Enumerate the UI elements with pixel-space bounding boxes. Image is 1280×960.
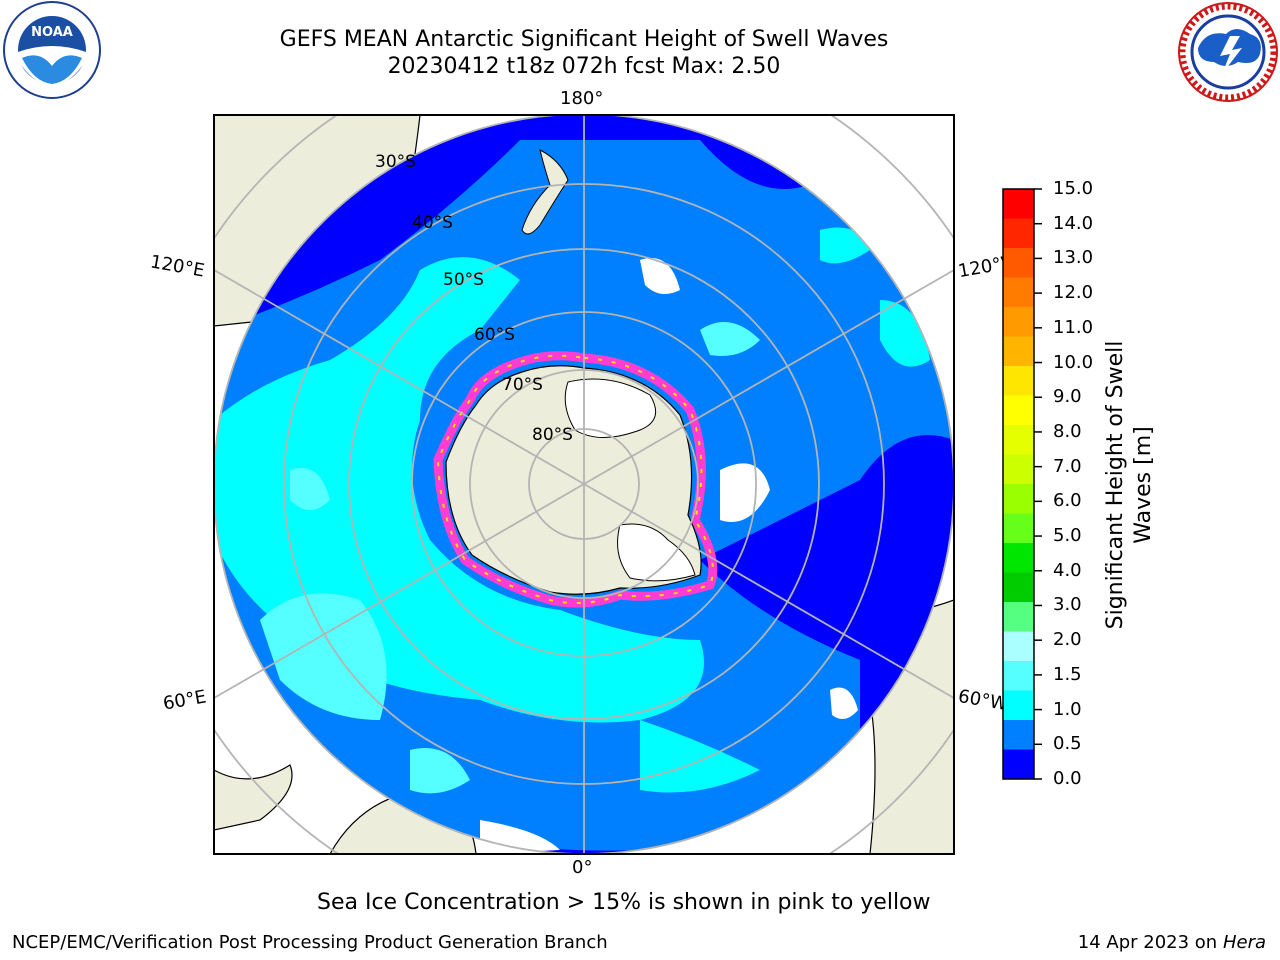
- colorbar-tick-label: 5.0: [1053, 525, 1082, 547]
- colorbar-segment: [1003, 484, 1034, 514]
- sea-ice-note: Sea Ice Concentration > 15% is shown in …: [317, 890, 931, 915]
- colorbar-segment: [1003, 513, 1034, 544]
- madagascar-land: [214, 764, 293, 831]
- colorbar-segment: [1003, 218, 1034, 249]
- colorbar-tick-label: 0.0: [1053, 768, 1082, 789]
- colorbar-tick-label: 9.0: [1053, 386, 1082, 408]
- colorbar-tick-label: 12.0: [1053, 282, 1094, 304]
- colorbar-segment: [1003, 572, 1034, 603]
- colorbar-segment: [1003, 749, 1034, 780]
- nws-logo: [1178, 2, 1278, 102]
- colorbar-tick-label: 14.0: [1053, 212, 1094, 234]
- colorbar-segment: [1003, 277, 1034, 308]
- colorbar-segment: [1003, 189, 1034, 219]
- ross-ice-shelf: [564, 378, 657, 438]
- colorbar-segment: [1003, 602, 1034, 632]
- colorbar-segment: [1003, 425, 1034, 455]
- lat-label-50s: 50°S: [443, 270, 484, 290]
- colorbar-tick-label: 11.0: [1053, 316, 1094, 338]
- weddell-ice-shelf: [617, 523, 696, 582]
- colorbar-label: Significant Height of Swell Waves [m]: [1102, 305, 1158, 665]
- colorbar-segment: [1003, 454, 1034, 485]
- colorbar-tick-label: 1.5: [1053, 663, 1082, 685]
- colorbar-tick-label: 7.0: [1053, 455, 1082, 477]
- colorbar-tick-label: 1.0: [1053, 698, 1082, 720]
- colorbar-tick-label: 15.0: [1053, 178, 1094, 199]
- chart-title: GEFS MEAN Antarctic Significant Height o…: [234, 26, 934, 80]
- map-frame: [213, 114, 955, 855]
- colorbar-tick-label: 3.0: [1053, 594, 1082, 616]
- colorbar-label-line1: Significant Height of Swell: [1103, 340, 1128, 630]
- colorbar-segment: [1003, 690, 1034, 721]
- swell-zone-1.5-2.0: [260, 593, 387, 720]
- colorbar-segment: [1003, 307, 1034, 337]
- colorbar-segment: [1003, 248, 1034, 278]
- colorbar-tick-label: 0.5: [1053, 733, 1082, 755]
- colorbar-segment: [1003, 336, 1034, 367]
- lat-label-70s: 70°S: [502, 375, 543, 395]
- title-line-1: GEFS MEAN Antarctic Significant Height o…: [279, 27, 889, 52]
- colorbar-tick-label: 8.0: [1053, 420, 1082, 442]
- noaa-logo-text: NOAA: [31, 25, 73, 40]
- colorbar-label-line2: Waves [m]: [1131, 426, 1156, 544]
- colorbar-tick-label: 10.0: [1053, 351, 1094, 373]
- colorbar-tick-label: 13.0: [1053, 247, 1094, 269]
- colorbar-tick-label: 6.0: [1053, 490, 1082, 512]
- noaa-logo: NOAA: [3, 1, 101, 99]
- meridian-lines: [214, 115, 954, 854]
- credit-date: 14 Apr 2023 on: [1077, 932, 1223, 953]
- lat-label-30s: 30°S: [375, 152, 416, 172]
- credit-host: Hera: [1222, 932, 1266, 953]
- colorbar-tick-label: 2.0: [1053, 629, 1082, 651]
- lat-label-60s: 60°S: [474, 325, 515, 345]
- colorbar-segment: [1003, 366, 1034, 396]
- title-line-2: 20230412 t18z 072h fcst Max: 2.50: [387, 54, 781, 79]
- lat-label-80s: 80°S: [532, 425, 573, 445]
- credit-left: NCEP/EMC/Verification Post Processing Pr…: [12, 932, 608, 953]
- colorbar-segment: [1003, 395, 1034, 426]
- colorbar-segment: [1003, 543, 1034, 573]
- lon-label-180: 180°: [560, 88, 604, 109]
- lon-label-0: 0°: [572, 857, 593, 878]
- lat-label-40s: 40°S: [412, 213, 453, 233]
- colorbar-segment: [1003, 661, 1034, 691]
- colorbar: [1002, 188, 1042, 780]
- credit-right: 14 Apr 2023 on Hera: [1078, 932, 1266, 953]
- colorbar-tick-label: 4.0: [1053, 559, 1082, 581]
- colorbar-segment: [1003, 631, 1034, 662]
- colorbar-segment: [1003, 720, 1034, 750]
- new-zealand-land: [521, 149, 569, 235]
